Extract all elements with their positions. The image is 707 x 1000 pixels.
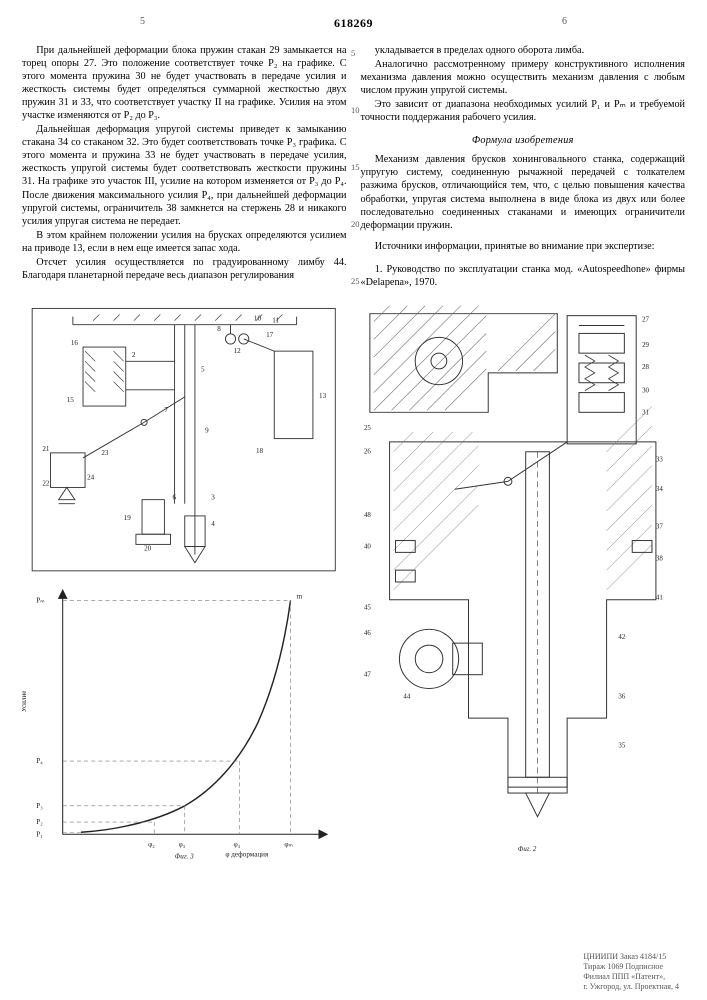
column-left: При дальнейшей деформации блока пружин с… [22, 44, 347, 290]
svg-text:29: 29 [642, 342, 649, 349]
svg-text:Фиг. 2: Фиг. 2 [517, 846, 536, 853]
sources-heading: Источники информации, принятые во вниман… [361, 240, 686, 253]
svg-text:37: 37 [655, 524, 662, 531]
paragraph: Отсчет усилия осуществляется по градуиро… [22, 256, 347, 282]
svg-text:18: 18 [256, 447, 264, 455]
fig1-svg: 10 11 8 12 16 2 15 21 22 24 23 7 5 19 20 6 3 4 13… [22, 300, 348, 580]
svg-text:45: 45 [363, 605, 370, 612]
svg-text:3: 3 [211, 494, 215, 502]
svg-text:35: 35 [618, 743, 625, 750]
svg-text:47: 47 [363, 672, 370, 679]
svg-text:10: 10 [254, 315, 262, 323]
svg-text:4: 4 [211, 520, 215, 528]
figure-1: 10 11 8 12 16 2 15 21 22 24 23 7 5 19 20 6 3 4 13… [22, 300, 348, 580]
paragraph: укладывается в пределах одного оборота л… [361, 44, 686, 57]
line-number: 20 [351, 219, 360, 230]
svg-text:30: 30 [642, 388, 649, 395]
svg-text:24: 24 [87, 473, 95, 481]
svg-text:Pₘ: Pₘ [36, 597, 44, 605]
svg-text:P₁: P₁ [36, 831, 42, 839]
sources-text: 1. Руководство по эксплуатации станка мо… [361, 263, 686, 289]
svg-text:P₂: P₂ [36, 818, 43, 826]
svg-text:22: 22 [42, 479, 50, 487]
line-number: 5 [351, 48, 360, 59]
svg-text:31: 31 [642, 409, 649, 416]
svg-text:38: 38 [655, 555, 662, 562]
paragraph: В этом крайнем положении усилия на бруск… [22, 229, 347, 255]
formula-text: Механизм давления брусков хонинговальног… [361, 153, 686, 231]
page-number-right: 6 [562, 16, 567, 29]
svg-text:17: 17 [266, 331, 274, 339]
svg-text:34: 34 [655, 486, 662, 493]
svg-text:2: 2 [132, 351, 136, 359]
svg-text:9: 9 [205, 426, 209, 434]
svg-text:11: 11 [272, 317, 279, 325]
svg-text:12: 12 [234, 347, 242, 355]
paragraph: Это зависит от диапазона необходимых уси… [361, 98, 686, 124]
footer-line: Филиал ППП «Патент», [583, 972, 679, 982]
figure-column-left: 10 11 8 12 16 2 15 21 22 24 23 7 5 19 20 6 3 4 13… [22, 300, 348, 860]
svg-text:φₘ: φₘ [284, 841, 293, 849]
paragraph: Аналогично рассмотренному примеру констр… [361, 58, 686, 97]
svg-text:16: 16 [71, 339, 79, 347]
formula-heading: Формула изобретения [361, 134, 686, 147]
page: 5 618269 6 5 10 15 20 25 При дальнейшей … [0, 0, 707, 1000]
line-number-gutter: 5 10 15 20 25 [351, 48, 360, 286]
svg-text:41: 41 [655, 595, 662, 602]
svg-text:φ₂: φ₂ [148, 841, 155, 849]
svg-text:46: 46 [363, 630, 370, 637]
svg-text:13: 13 [319, 392, 327, 400]
svg-text:42: 42 [618, 634, 625, 641]
svg-text:15: 15 [67, 396, 75, 404]
figure-3: P₁ P₂ P₃ P₄ Pₘ φ₂ φ₃ φ₄ φₘ Усилие φ дефо… [22, 580, 348, 860]
figures-area: 1011 812 162 1521 2224 237 519 206 34 13… [22, 300, 685, 860]
paragraph: Дальнейшая деформация упругой системы пр… [22, 123, 347, 227]
paragraph: При дальнейшей деформации блока пружин с… [22, 44, 347, 122]
svg-text:P₃: P₃ [36, 802, 43, 810]
svg-text:48: 48 [363, 512, 370, 519]
imprint-footer: ЦНИИПИ Заказ 4184/15 Тираж 1069 Подписно… [583, 952, 679, 992]
svg-text:33: 33 [655, 457, 662, 464]
svg-text:44: 44 [403, 693, 410, 700]
svg-text:Усилие: Усилие [22, 691, 28, 713]
svg-text:28: 28 [642, 364, 649, 371]
svg-text:5: 5 [201, 365, 205, 373]
footer-line: ЦНИИПИ Заказ 4184/15 [583, 952, 679, 962]
figure-column-right: 2526 4840 4546 4744 2729 2830 3133 3437 … [360, 300, 686, 860]
svg-text:Фиг. 3: Фиг. 3 [175, 853, 195, 860]
svg-text:φ деформация: φ деформация [225, 851, 269, 859]
footer-line: Тираж 1069 Подписное [583, 962, 679, 972]
column-right: укладывается в пределах одного оборота л… [361, 44, 686, 290]
svg-text:6: 6 [173, 494, 177, 502]
svg-text:7: 7 [164, 406, 168, 414]
line-number: 25 [351, 276, 360, 287]
svg-text:40: 40 [363, 543, 370, 550]
svg-text:m: m [297, 593, 303, 601]
fig3-svg: P₁ P₂ P₃ P₄ Pₘ φ₂ φ₃ φ₄ φₘ Усилие φ дефо… [22, 580, 348, 860]
footer-line: г. Ужгород, ул. Проектная, 4 [583, 982, 679, 992]
svg-text:19: 19 [124, 514, 132, 522]
svg-text:26: 26 [363, 449, 370, 456]
line-number: 15 [351, 162, 360, 173]
svg-text:36: 36 [618, 693, 625, 700]
svg-text:φ₄: φ₄ [234, 841, 241, 849]
figure-2: 2526 4840 4546 4744 2729 2830 3133 3437 … [360, 300, 686, 860]
svg-text:P₄: P₄ [36, 757, 43, 765]
svg-text:20: 20 [144, 544, 152, 552]
svg-text:21: 21 [42, 445, 50, 453]
svg-text:φ₃: φ₃ [179, 841, 186, 849]
svg-text:25: 25 [363, 425, 370, 432]
patent-number: 618269 [0, 16, 707, 31]
svg-text:8: 8 [217, 325, 221, 333]
svg-text:27: 27 [642, 317, 649, 324]
line-number: 10 [351, 105, 360, 116]
svg-text:23: 23 [101, 449, 109, 457]
fig2-svg: 2526 4840 4546 4744 2729 2830 3133 3437 … [360, 300, 686, 860]
